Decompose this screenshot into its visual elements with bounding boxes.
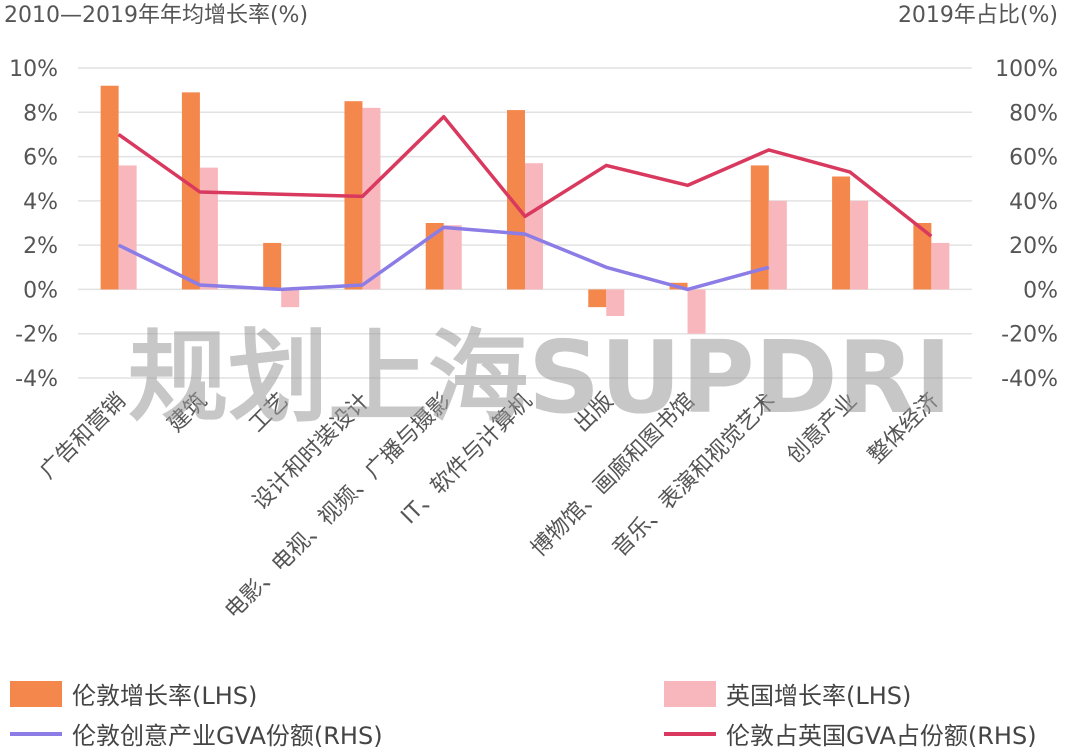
legend-line-purple bbox=[10, 731, 62, 736]
chart-canvas: 10% 8% 6% 4% 2% 0% -2% -4% 100% 80% 60% 40% 20% 0% -2… bbox=[4, 3, 1058, 624]
right-tick-label: 80% bbox=[1009, 101, 1058, 126]
left-tick-label: -4% bbox=[15, 367, 58, 392]
bar-london bbox=[588, 289, 607, 308]
left-tick-label: 2% bbox=[23, 234, 58, 259]
series-lines bbox=[117, 114, 933, 292]
right-tick-label: -40% bbox=[1001, 367, 1058, 392]
bar-london bbox=[263, 242, 282, 290]
right-tick-label: -20% bbox=[1001, 323, 1058, 348]
right-tick-label: 40% bbox=[1009, 190, 1058, 215]
legend-item-london-growth: 伦敦增长率(LHS) bbox=[10, 676, 257, 711]
bar-uk bbox=[850, 200, 869, 290]
bar-uk bbox=[281, 289, 300, 308]
left-axis-ticks: 10% 8% 6% 4% 2% 0% -2% -4% bbox=[9, 57, 58, 392]
left-tick-label: 6% bbox=[23, 146, 58, 171]
legend-swatch-pink bbox=[664, 680, 716, 707]
left-tick-label: 8% bbox=[23, 101, 58, 126]
left-tick-label: 10% bbox=[9, 57, 58, 82]
bar-london bbox=[425, 223, 444, 290]
bar-london bbox=[750, 165, 769, 290]
bar-uk bbox=[118, 165, 137, 290]
series-line-purple bbox=[117, 225, 770, 292]
bar-london bbox=[181, 92, 200, 290]
legend-line-red bbox=[664, 731, 716, 736]
legend-item-london-creative-gva: 伦敦创意产业GVA份额(RHS) bbox=[10, 716, 383, 751]
bar-london bbox=[507, 110, 525, 290]
right-axis-title: 2019年占比(%) bbox=[898, 3, 1058, 28]
left-tick-label: -2% bbox=[15, 323, 58, 348]
legend-label: 伦敦占英国GVA占份额(RHS) bbox=[726, 722, 1037, 750]
bar-london bbox=[913, 223, 932, 290]
legend-swatch-orange bbox=[10, 680, 62, 707]
legend-label: 英国增长率(LHS) bbox=[726, 682, 912, 710]
bar-uk bbox=[443, 225, 462, 290]
bars bbox=[100, 85, 950, 334]
legend-item-uk-growth: 英国增长率(LHS) bbox=[664, 676, 911, 711]
right-tick-label: 60% bbox=[1009, 146, 1058, 171]
category-label: 广告和营销 bbox=[35, 389, 130, 484]
left-tick-label: 0% bbox=[23, 278, 58, 303]
right-tick-label: 0% bbox=[1023, 278, 1058, 303]
bar-uk bbox=[199, 167, 218, 290]
bar-uk bbox=[525, 163, 543, 290]
right-tick-label: 100% bbox=[995, 57, 1058, 82]
legend-label: 伦敦创意产业GVA份额(RHS) bbox=[72, 722, 383, 750]
bar-uk bbox=[606, 289, 625, 316]
bar-uk bbox=[362, 107, 381, 290]
bar-uk bbox=[687, 289, 706, 334]
left-axis-title: 2010—2019年年均增长率(%) bbox=[4, 3, 308, 28]
bar-london bbox=[100, 85, 119, 290]
legend-label: 伦敦增长率(LHS) bbox=[72, 682, 258, 710]
bar-uk bbox=[768, 200, 787, 290]
left-tick-label: 4% bbox=[23, 190, 58, 215]
watermark: 规划上海SUPDRI bbox=[128, 319, 952, 436]
bar-uk bbox=[931, 242, 950, 290]
series-line-red bbox=[117, 114, 933, 238]
right-tick-label: 20% bbox=[1009, 234, 1058, 259]
bar-london bbox=[832, 176, 851, 290]
right-axis-ticks: 100% 80% 60% 40% 20% 0% -20% -40% bbox=[995, 57, 1058, 392]
legend-item-london-uk-gva: 伦敦占英国GVA占份额(RHS) bbox=[664, 716, 1037, 751]
